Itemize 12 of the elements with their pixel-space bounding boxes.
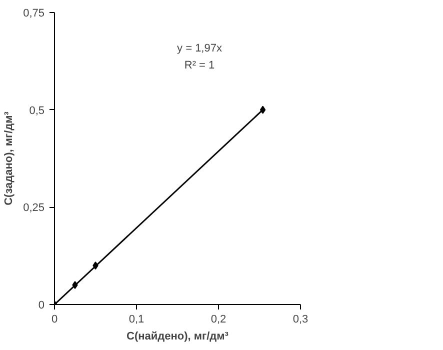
y-tick-label: 0,25 xyxy=(23,202,45,214)
x-tick-label: 0,2 xyxy=(210,314,226,326)
annotation: y = 1,97x xyxy=(177,42,222,54)
y-axis-title: С(задано), мг/дм³ xyxy=(3,111,16,206)
annotation: R² = 1 xyxy=(184,60,215,72)
x-tick-label: 0,1 xyxy=(128,314,144,326)
y-tick-label: 0,75 xyxy=(23,8,45,20)
y-tick-label: 0,5 xyxy=(29,104,45,117)
x-axis-title: C(найдено), мг/дм³ xyxy=(126,330,229,342)
x-tick-label: 0,3 xyxy=(292,314,308,326)
y-tick-label: 0 xyxy=(38,300,45,312)
x-tick-label: 0 xyxy=(51,314,58,326)
